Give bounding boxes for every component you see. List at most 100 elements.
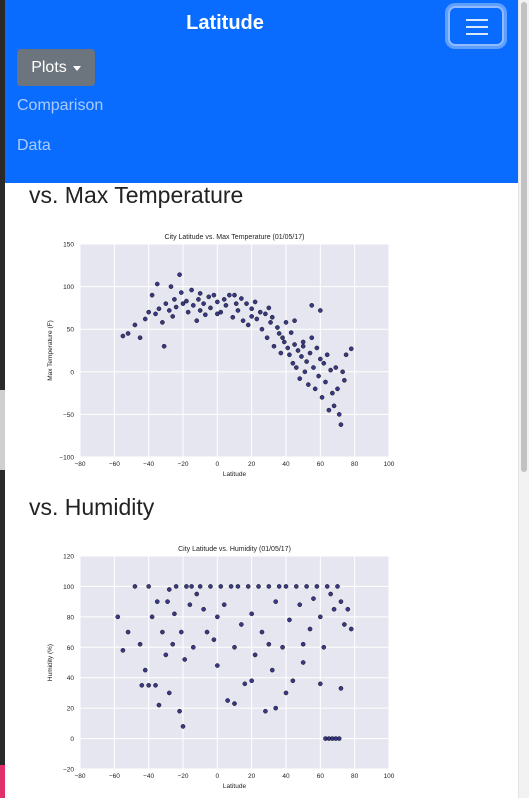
data-point <box>211 637 217 642</box>
data-point <box>154 281 160 287</box>
data-point <box>304 359 309 364</box>
data-point <box>215 311 220 317</box>
data-point <box>283 690 289 696</box>
data-point <box>149 292 155 298</box>
data-point <box>163 652 169 658</box>
data-point <box>335 584 340 589</box>
data-point <box>318 614 323 620</box>
section-heading-humidity: vs. Humidity <box>29 494 155 520</box>
x-tick-label: −20 <box>177 461 188 468</box>
data-point <box>221 602 227 607</box>
data-point <box>245 584 251 589</box>
data-point <box>178 629 184 635</box>
y-tick-label: 120 <box>63 554 74 561</box>
scrollbar-thumb[interactable] <box>521 2 527 472</box>
data-point <box>297 602 303 607</box>
data-point <box>340 369 345 375</box>
hamburger-icon-bar <box>466 33 488 35</box>
data-point <box>293 584 299 589</box>
data-point <box>307 350 313 356</box>
data-point <box>316 373 321 379</box>
data-point <box>218 584 224 589</box>
y-tick-label: 100 <box>63 584 74 591</box>
data-point <box>338 422 344 427</box>
plots-dropdown-label: Plots <box>31 58 67 76</box>
data-point <box>197 308 203 313</box>
data-point <box>338 686 344 691</box>
data-point <box>139 683 145 688</box>
data-point <box>184 584 189 589</box>
data-point <box>285 345 291 351</box>
data-point <box>239 622 244 627</box>
y-axis-label: Humidity (%) <box>47 644 54 681</box>
data-point <box>338 599 344 604</box>
data-point <box>156 702 162 708</box>
data-point <box>160 320 165 325</box>
data-point <box>203 312 208 318</box>
navbar-toggler-button[interactable] <box>448 6 504 46</box>
data-point <box>336 736 342 741</box>
data-point <box>309 335 315 341</box>
data-point <box>328 591 333 597</box>
data-point <box>311 365 316 370</box>
x-tick-label: 0 <box>216 461 220 468</box>
data-point <box>120 333 126 339</box>
data-point <box>290 360 296 366</box>
data-point <box>215 614 220 620</box>
data-point <box>197 291 203 296</box>
data-point <box>328 367 333 373</box>
data-point <box>271 343 277 349</box>
x-tick-label: 40 <box>282 461 290 468</box>
data-point <box>190 644 196 650</box>
y-tick-label: 100 <box>63 284 74 291</box>
data-point <box>187 602 193 607</box>
y-tick-label: −100 <box>59 455 74 462</box>
data-point <box>194 318 200 323</box>
data-point <box>180 301 186 306</box>
data-point <box>264 335 270 341</box>
data-point <box>345 606 351 612</box>
data-point <box>228 584 234 589</box>
data-point <box>235 308 241 313</box>
data-point <box>318 681 323 687</box>
data-point <box>137 335 143 341</box>
x-tick-label: 80 <box>351 461 359 468</box>
x-tick-label: −20 <box>177 773 188 780</box>
data-point <box>165 599 170 604</box>
plots-dropdown-button[interactable]: Plots <box>17 49 95 86</box>
data-point <box>146 683 151 688</box>
data-point <box>309 303 315 308</box>
data-point <box>335 386 340 392</box>
data-point <box>149 614 155 620</box>
data-point <box>319 395 325 400</box>
data-point <box>206 294 212 300</box>
data-point <box>263 708 268 714</box>
plot-area <box>80 244 389 457</box>
x-axis-label: Latitude <box>223 471 247 478</box>
y-axis-label: Max Temperature (F) <box>47 320 54 381</box>
data-point <box>330 390 335 396</box>
caret-down-icon <box>72 66 81 71</box>
page-scrollbar[interactable] <box>518 0 529 798</box>
data-point <box>244 301 249 306</box>
data-point <box>190 303 196 308</box>
data-point <box>275 325 280 330</box>
data-point <box>142 316 148 322</box>
plot-area <box>80 556 389 769</box>
data-point <box>276 584 282 589</box>
y-tick-label: 0 <box>70 369 74 376</box>
data-point <box>287 617 292 623</box>
navbar-brand[interactable]: Latitude <box>186 12 264 34</box>
y-tick-label: 20 <box>67 706 75 713</box>
data-point <box>300 343 306 349</box>
y-tick-label: 0 <box>70 736 74 743</box>
data-point <box>254 316 260 322</box>
x-tick-label: 0 <box>216 773 220 780</box>
nav-link-data[interactable]: Data <box>17 137 51 154</box>
x-tick-label: −80 <box>74 773 85 780</box>
nav-link-comparison[interactable]: Comparison <box>17 97 104 114</box>
humidity-scatter-plot: −80 −60 −40 −20 0 20 40 60 80 100 −20 0 20 40 60 80 100 1… <box>47 546 395 790</box>
data-point <box>240 318 246 323</box>
data-point <box>249 611 254 617</box>
data-point <box>280 335 285 341</box>
